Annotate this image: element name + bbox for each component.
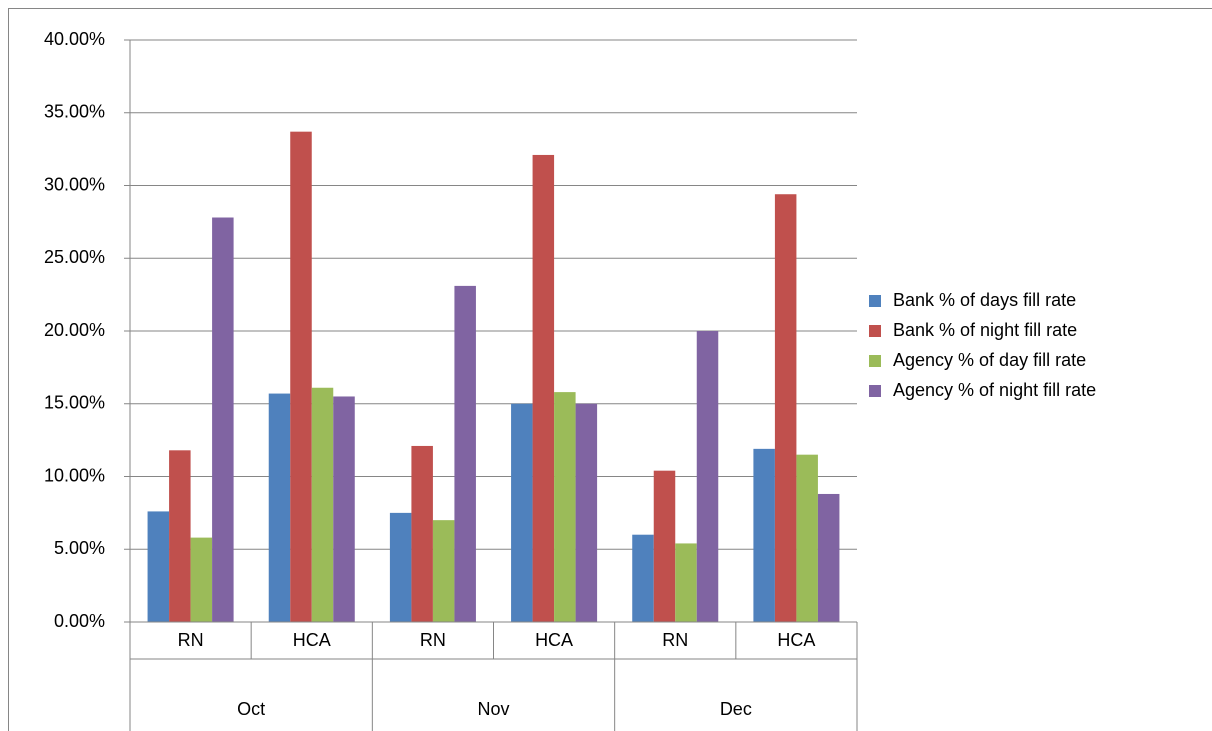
bar — [290, 131, 312, 623]
x-tick-label: RN — [178, 630, 204, 650]
bar — [311, 387, 334, 622]
y-tick-label: 40.00% — [44, 29, 105, 49]
bar — [212, 217, 234, 622]
bar — [511, 403, 533, 622]
x-tick-label: HCA — [777, 630, 815, 650]
bar — [268, 393, 291, 622]
chart-border — [8, 8, 1212, 731]
bar — [554, 392, 576, 622]
bar — [653, 470, 676, 622]
bar — [411, 445, 433, 622]
legend-swatch — [869, 355, 881, 367]
bar — [817, 493, 840, 622]
y-tick-label: 0.00% — [54, 611, 105, 631]
bar — [147, 511, 170, 622]
bar — [675, 543, 697, 622]
legend-label: Agency % of day fill rate — [893, 350, 1086, 370]
y-tick-label: 35.00% — [44, 102, 105, 122]
bar — [389, 512, 412, 622]
y-tick-label: 15.00% — [44, 393, 105, 413]
x-group-label: Oct — [237, 699, 265, 719]
legend-swatch — [869, 295, 881, 307]
bar — [169, 450, 191, 622]
bar — [454, 285, 476, 622]
bar — [796, 454, 818, 622]
x-tick-label: RN — [662, 630, 688, 650]
legend-label: Bank % of night fill rate — [893, 320, 1077, 340]
y-tick-label: 30.00% — [44, 174, 105, 194]
bar — [532, 154, 555, 622]
bar — [632, 534, 654, 622]
bar — [432, 520, 455, 622]
y-tick-label: 20.00% — [44, 320, 105, 340]
y-tick-label: 25.00% — [44, 247, 105, 267]
legend-swatch — [869, 385, 881, 397]
legend-label: Agency % of night fill rate — [893, 380, 1096, 400]
x-group-label: Dec — [720, 699, 752, 719]
x-tick-label: HCA — [535, 630, 573, 650]
legend-swatch — [869, 325, 881, 337]
x-tick-label: HCA — [293, 630, 331, 650]
x-tick-label: RN — [420, 630, 446, 650]
y-tick-label: 5.00% — [54, 538, 105, 558]
bar — [190, 537, 213, 622]
bar — [753, 448, 775, 622]
legend-label: Bank % of days fill rate — [893, 290, 1076, 310]
bar — [575, 403, 598, 622]
bar — [333, 396, 355, 622]
y-tick-label: 10.00% — [44, 465, 105, 485]
bar — [696, 331, 719, 622]
bar — [774, 194, 797, 623]
x-group-label: Nov — [477, 699, 509, 719]
